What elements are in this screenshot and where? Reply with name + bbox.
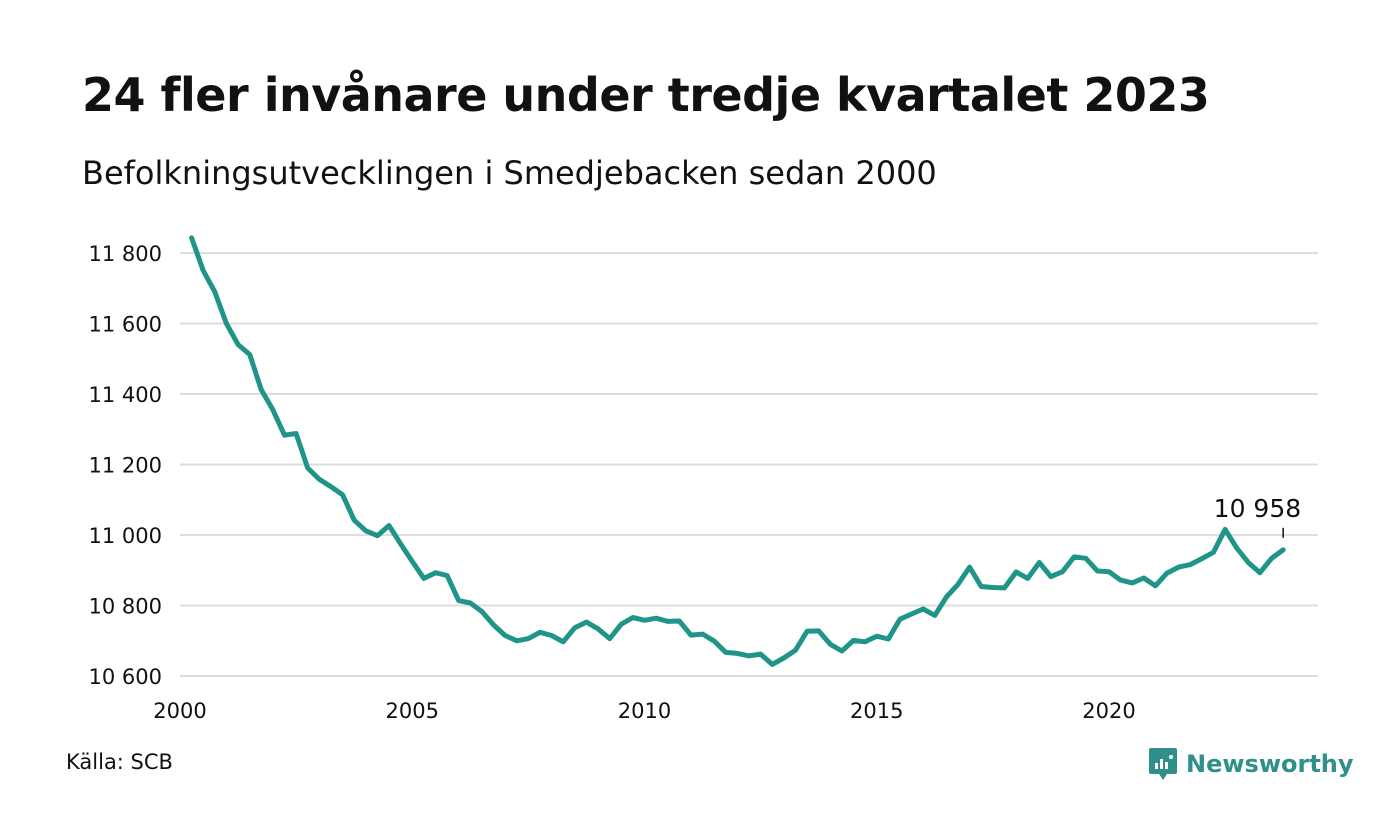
y-tick-label: 10 800	[89, 595, 162, 619]
y-tick-label: 11 200	[89, 454, 162, 478]
end-value-label: 10 958	[1214, 494, 1301, 523]
y-tick-label: 11 000	[89, 524, 162, 548]
x-tick-label: 2020	[1082, 699, 1135, 723]
y-tick-label: 10 600	[89, 665, 162, 689]
source-label: Källa: SCB	[66, 750, 173, 774]
y-tick-label: 11 600	[89, 313, 162, 337]
y-axis-ticks: 10 600 10 800 11 000 11 200 11 400 11 600 11 8…	[89, 242, 162, 689]
x-tick-label: 2000	[153, 699, 206, 723]
series-line	[189, 235, 1286, 667]
brand-name: Newsworthy	[1186, 750, 1354, 778]
series-layer	[189, 235, 1286, 667]
y-tick-label: 11 400	[89, 383, 162, 407]
x-tick-label: 2015	[850, 699, 903, 723]
chart-title: 24 fler invånare under tredje kvartalet …	[82, 68, 1210, 122]
end-annotation: 10 958	[1214, 494, 1301, 538]
x-axis-ticks: 2000 2005 2010 2015 2020	[153, 699, 1135, 723]
y-tick-label: 11 800	[89, 242, 162, 266]
x-tick-label: 2005	[386, 699, 439, 723]
chart-subtitle: Befolkningsutvecklingen i Smedjebacken s…	[82, 154, 937, 192]
newsworthy-logo-icon	[1149, 748, 1177, 780]
brand-logo[interactable]: Newsworthy	[1148, 744, 1354, 784]
x-tick-label: 2010	[618, 699, 671, 723]
grid-lines	[180, 252, 1318, 677]
